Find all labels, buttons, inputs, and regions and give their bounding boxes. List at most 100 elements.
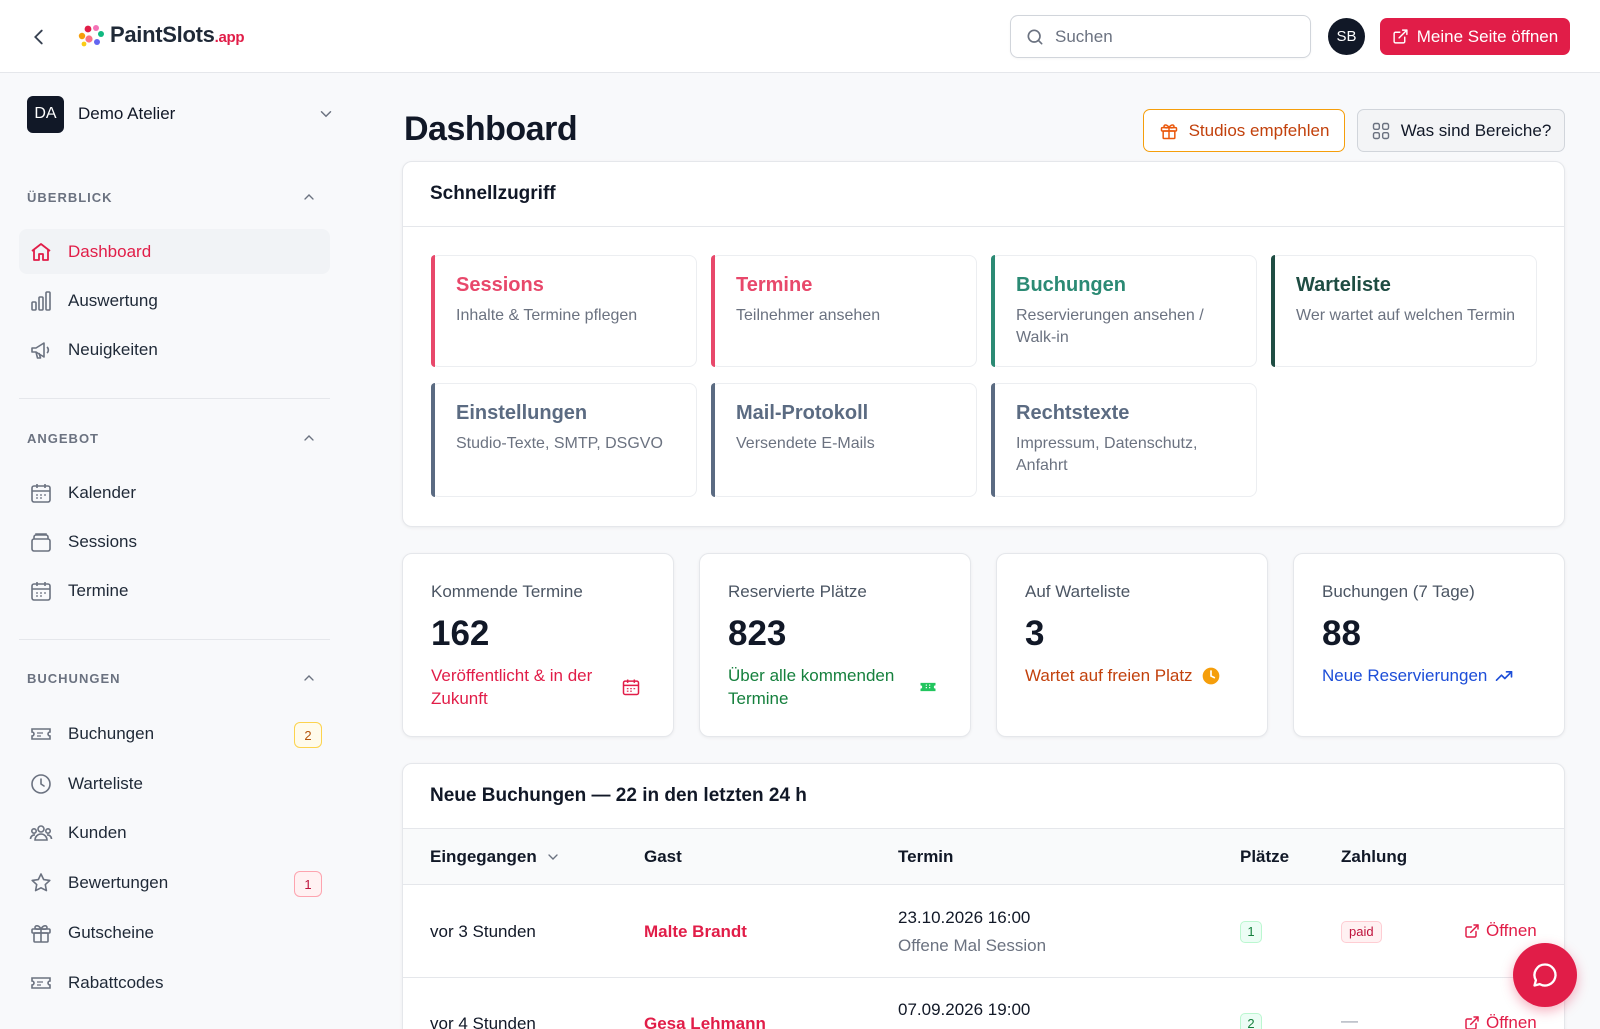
- sidebar-item-bewertungen[interactable]: Bewertungen 1: [19, 860, 330, 905]
- quick-tile-title: Sessions: [456, 274, 544, 296]
- sidebar-item-kunden[interactable]: Kunden: [19, 810, 330, 855]
- table-row: vor 4 Stunden Gesa Lehmann 07.09.2026 19…: [403, 978, 1564, 1029]
- guest-link[interactable]: Gesa Lehmann: [644, 1014, 766, 1029]
- back-button[interactable]: [26, 24, 52, 50]
- search-input[interactable]: [1055, 26, 1285, 47]
- quick-tile-einstellungen[interactable]: Einstellungen Studio-Texte, SMTP, DSGVO: [431, 383, 697, 497]
- quick-tile-subtitle: Inhalte & Termine pflegen: [456, 307, 638, 324]
- stat-card-reserved[interactable]: Reservierte Plätze 823 Über alle kommend…: [699, 553, 971, 737]
- gift-icon: [1160, 123, 1177, 139]
- sidebar-item-rabattcodes[interactable]: Rabattcodes: [19, 960, 330, 1005]
- quick-tile-subtitle: Impressum, Datenschutz, Anfahrt: [1016, 435, 1198, 474]
- chevron-up-icon: [304, 435, 314, 441]
- workspace-switcher[interactable]: DA Demo Atelier: [27, 95, 335, 133]
- chevron-up-icon: [304, 194, 314, 200]
- quick-access-card: Schnellzugriff Sessions Inhalte & Termin…: [402, 161, 1565, 527]
- user-avatar[interactable]: SB: [1328, 18, 1365, 55]
- chat-button[interactable]: [1513, 943, 1577, 1007]
- stat-card-waitlist[interactable]: Auf Warteliste 3 Wartet auf freien Platz: [996, 553, 1268, 737]
- quick-tile-termine[interactable]: Termine Teilnehmer ansehen: [711, 255, 977, 367]
- chevron-down-icon: [320, 111, 332, 118]
- date-value: 07.09.2026 19:00: [898, 1000, 1031, 1019]
- section-angebot[interactable]: ANGEBOT: [27, 430, 317, 446]
- quick-tile-sessions[interactable]: Sessions Inhalte & Termine pflegen: [431, 255, 697, 367]
- sidebar-item-termine[interactable]: Termine: [19, 568, 330, 613]
- search-icon: [1027, 29, 1043, 45]
- search-box[interactable]: [1010, 15, 1311, 58]
- guest-link[interactable]: Malte Brandt: [644, 922, 747, 941]
- open-my-page-label: Meine Seite öffnen: [1416, 26, 1559, 46]
- table-header: Eingegangen Gast Termin Plätze Zahlung: [403, 829, 1564, 885]
- new-bookings-title: Neue Buchungen — 22 in den letzten 24 h: [403, 764, 1564, 829]
- chevron-up-icon: [304, 675, 314, 681]
- sidebar-divider: [19, 398, 330, 399]
- stat-label: Reservierte Plätze: [728, 582, 867, 601]
- open-my-page-button[interactable]: Meine Seite öffnen: [1380, 18, 1570, 55]
- sidebar-item-kalender[interactable]: Kalender: [19, 470, 330, 515]
- what-are-areas-button[interactable]: Was sind Bereiche?: [1357, 109, 1565, 152]
- sidebar-item-warteliste[interactable]: Warteliste: [19, 761, 330, 806]
- new-bookings-card: Neue Buchungen — 22 in den letzten 24 h …: [402, 763, 1565, 1029]
- quick-tile-warteliste[interactable]: Warteliste Wer wartet auf welchen Termin: [1271, 255, 1537, 367]
- chevron-left-icon: [34, 29, 43, 45]
- stat-footnote: Veröffentlicht & in der Zukunft: [431, 666, 593, 708]
- external-link-icon: [1465, 1016, 1479, 1029]
- section-title: ÜBERBLICK: [27, 189, 113, 205]
- stat-label: Kommende Termine: [431, 582, 583, 601]
- column-payment: Zahlung: [1341, 847, 1408, 866]
- column-received[interactable]: Eingegangen: [430, 847, 561, 867]
- stat-footnote: Neue Reservierungen: [1322, 666, 1488, 685]
- stat-card-bookings-7d[interactable]: Buchungen (7 Tage) 88 Neue Reservierunge…: [1293, 553, 1565, 737]
- sidebar-item-label: Termine: [68, 580, 129, 600]
- sidebar-item-auswertung[interactable]: Auswertung: [19, 278, 330, 323]
- section-title: ANGEBOT: [27, 430, 99, 446]
- section-ueberblick[interactable]: ÜBERBLICK: [27, 189, 317, 205]
- sidebar-item-sessions[interactable]: Sessions: [19, 519, 330, 564]
- sidebar-divider: [19, 639, 330, 640]
- date-cell: 07.09.2026 19:00: [898, 1000, 1030, 1020]
- seats-cell: 2: [1240, 1013, 1262, 1029]
- column-label: Eingegangen: [430, 847, 537, 866]
- bar-chart-icon: [29, 289, 53, 313]
- column-guest: Gast: [644, 847, 682, 866]
- sidebar: DA Demo Atelier ÜBERBLICK Dashboard Ausw…: [0, 73, 350, 1029]
- calendar-icon: [29, 579, 53, 603]
- sidebar-item-gutscheine[interactable]: Gutscheine: [19, 910, 330, 955]
- sidebar-item-neuigkeiten[interactable]: Neuigkeiten: [19, 327, 330, 372]
- palette-dots-icon: [78, 25, 104, 47]
- trending-up-icon: [1496, 670, 1513, 681]
- sidebar-item-label: Auswertung: [68, 290, 158, 310]
- stat-footnote: Wartet auf freien Platz: [1025, 666, 1193, 685]
- users-icon: [29, 821, 53, 845]
- quick-tile-subtitle: Teilnehmer ansehen: [736, 307, 881, 324]
- sidebar-item-dashboard[interactable]: Dashboard: [19, 229, 330, 274]
- stat-card-upcoming[interactable]: Kommende Termine 162 Veröffentlicht & in…: [402, 553, 674, 737]
- sidebar-item-label: Bewertungen: [68, 872, 169, 892]
- open-booking-link[interactable]: Öffnen: [1464, 921, 1537, 941]
- logo-suffix: .app: [214, 29, 245, 46]
- section-title: BUCHUNGEN: [27, 670, 121, 686]
- quick-tile-title: Einstellungen: [456, 402, 588, 424]
- quick-tile-mail-protokoll[interactable]: Mail-Protokoll Versendete E-Mails: [711, 383, 977, 497]
- app-logo[interactable]: PaintSlots.app: [76, 22, 245, 48]
- external-link-icon: [1393, 29, 1408, 44]
- chevron-down-icon: [548, 854, 558, 860]
- sidebar-item-label: Dashboard: [68, 241, 152, 261]
- sidebar-item-label: Gutscheine: [68, 922, 154, 942]
- section-buchungen[interactable]: BUCHUNGEN: [27, 670, 317, 686]
- what-are-areas-label: Was sind Bereiche?: [1400, 120, 1552, 140]
- quick-tile-rechtstexte[interactable]: Rechtstexte Impressum, Datenschutz, Anfa…: [991, 383, 1257, 497]
- external-link-icon: [1465, 924, 1479, 938]
- sidebar-item-buchungen[interactable]: Buchungen 2: [19, 711, 330, 756]
- seats-badge: 1: [1240, 921, 1262, 943]
- open-booking-link[interactable]: Öffnen: [1464, 1013, 1537, 1029]
- seats-cell: 1: [1240, 921, 1262, 943]
- open-label: Öffnen: [1486, 921, 1537, 940]
- quick-tile-buchungen[interactable]: Buchungen Reservierungen ansehen / Walk-…: [991, 255, 1257, 367]
- calendar-icon: [29, 481, 53, 505]
- recommend-studios-button[interactable]: Studios empfehlen: [1143, 109, 1345, 152]
- stat-value: 88: [1322, 614, 1361, 653]
- grid-icon: [1372, 122, 1389, 139]
- count-badge: 1: [294, 871, 322, 897]
- ticket-icon: [29, 722, 53, 746]
